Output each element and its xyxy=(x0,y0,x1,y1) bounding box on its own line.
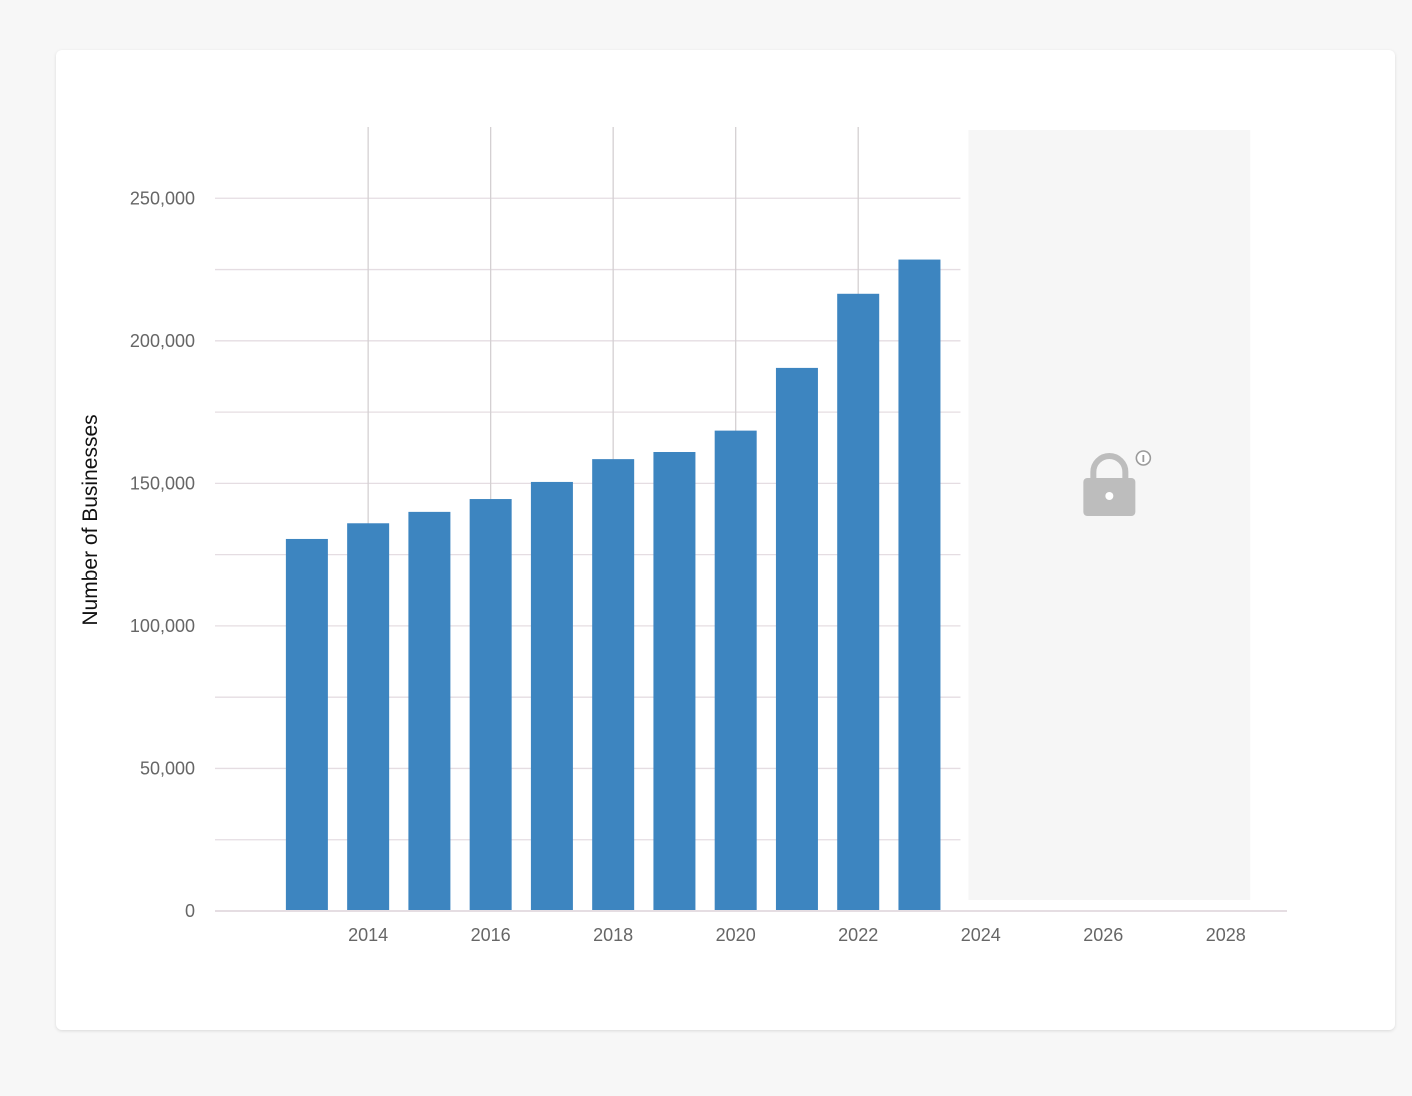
y-tick-label: 200,000 xyxy=(130,331,195,351)
lock-icon xyxy=(1083,453,1136,516)
bar-2023 xyxy=(898,259,941,911)
x-tick-label: 2014 xyxy=(348,925,388,945)
y-tick-label: 100,000 xyxy=(130,616,195,636)
bar-2013 xyxy=(285,538,328,911)
bar-2017 xyxy=(530,481,573,911)
bar-2015 xyxy=(408,511,451,911)
x-tick-label: 2022 xyxy=(838,925,878,945)
x-tick-label: 2018 xyxy=(593,925,633,945)
bar-2018 xyxy=(592,459,635,911)
lock-keyhole xyxy=(1105,492,1114,500)
y-tick-label: 50,000 xyxy=(140,758,195,778)
x-tick-label: 2028 xyxy=(1206,925,1246,945)
y-axis-title: Number of Businesses xyxy=(79,414,102,625)
bar-2019 xyxy=(653,452,696,911)
y-tick-label: 0 xyxy=(185,901,195,921)
x-tick-label: 2024 xyxy=(961,925,1001,945)
y-tick-label: 150,000 xyxy=(130,473,195,493)
bar-2016 xyxy=(469,499,512,911)
x-tick-label: 2026 xyxy=(1083,925,1123,945)
bar-2014 xyxy=(347,523,390,911)
bar-2020 xyxy=(714,430,757,911)
x-tick-label: 2016 xyxy=(471,925,511,945)
info-icon xyxy=(1135,450,1152,466)
bar-2021 xyxy=(775,367,818,911)
x-tick-label: 2020 xyxy=(716,925,756,945)
lock-shackle xyxy=(1090,453,1129,480)
y-tick-label: 250,000 xyxy=(130,188,195,208)
bar-2022 xyxy=(837,293,880,911)
